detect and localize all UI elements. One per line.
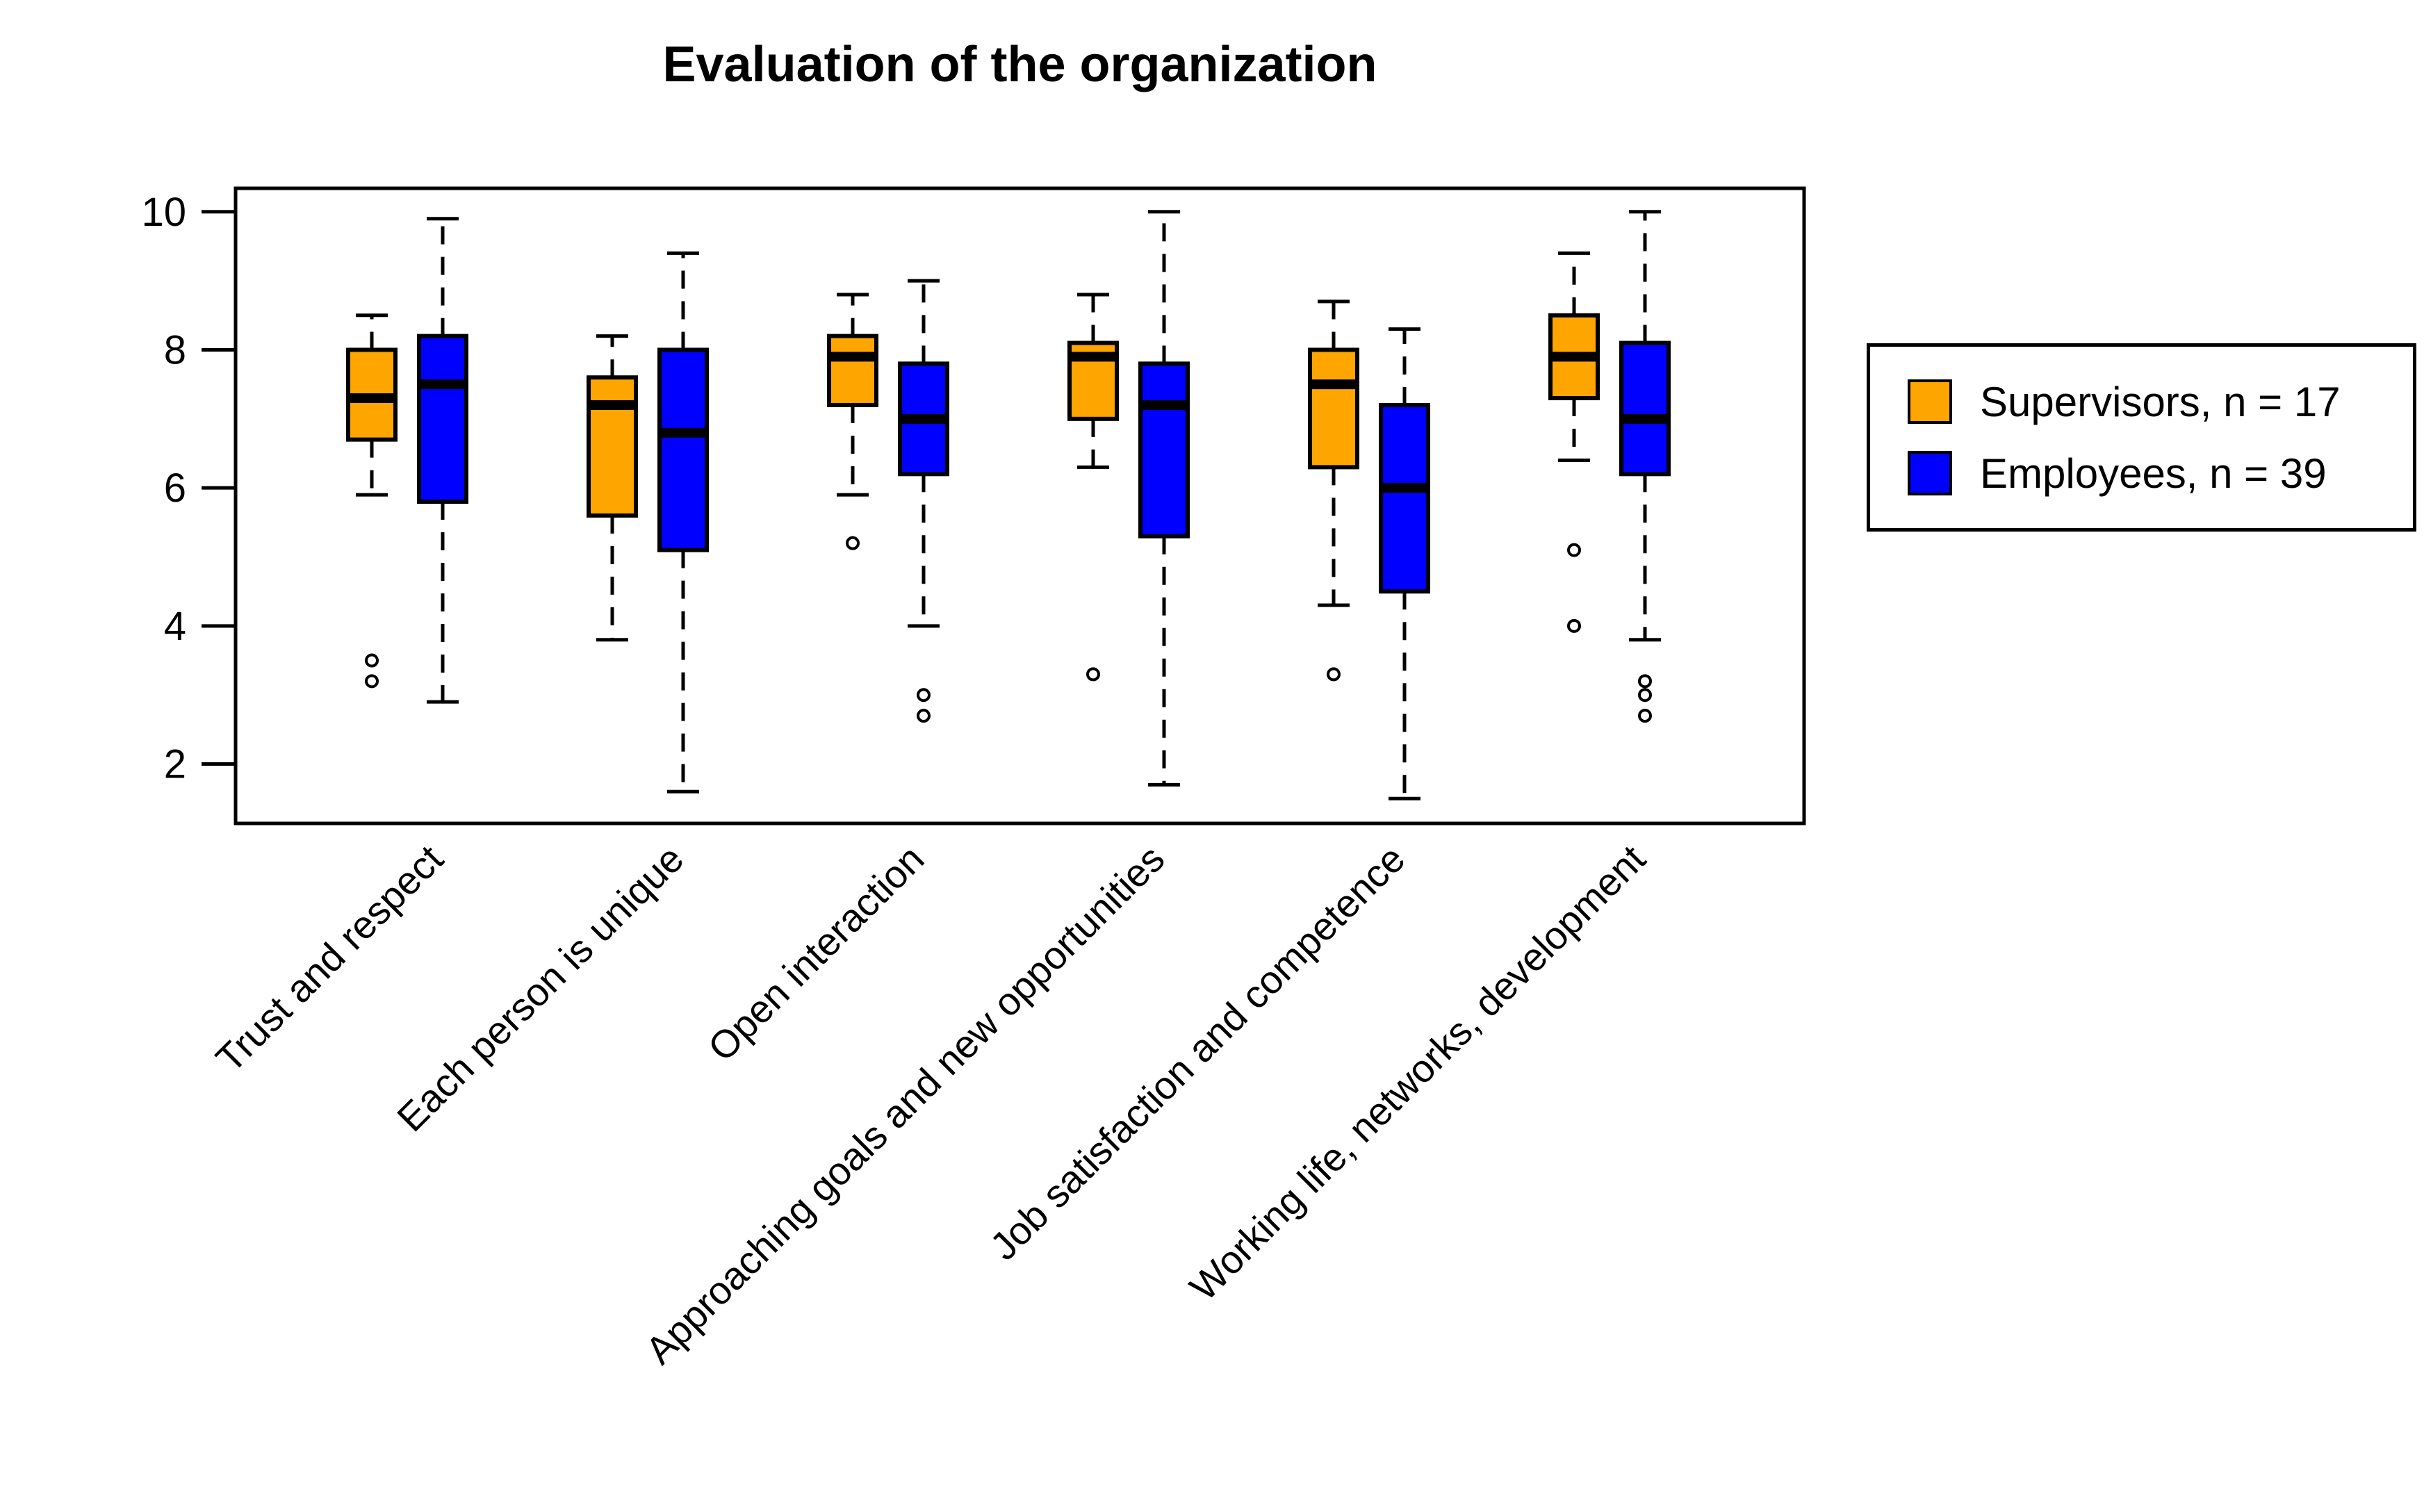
employees-3-box (1138, 361, 1190, 539)
supervisors-5-outlier (1567, 543, 1581, 557)
supervisors-4-box (1308, 347, 1359, 470)
supervisors-0-outlier (365, 653, 379, 668)
supervisors-0-outlier (365, 674, 379, 689)
category-label-5: Working life, networks, development (1181, 837, 1654, 1309)
category-label-0: Trust and respect (207, 837, 452, 1081)
y-tick-label: 6 (164, 466, 186, 511)
legend-box: Supervisors, n = 17 Employees, n = 39 (1867, 343, 2416, 532)
supervisors-4-outlier (1327, 667, 1341, 682)
supervisors-1-box (587, 375, 638, 518)
legend-swatch-employees-icon (1908, 451, 1952, 495)
chart-title: Evaluation of the organization (662, 37, 1377, 92)
supervisors-2-outlier (846, 536, 860, 550)
legend-label-supervisors: Supervisors, n = 17 (1980, 378, 2341, 425)
employees-4-box (1379, 402, 1430, 594)
y-tick-label: 4 (164, 604, 186, 649)
legend-item-employees: Employees, n = 39 (1908, 450, 2413, 498)
employees-5-box (1619, 340, 1671, 477)
employees-5-outlier (1638, 688, 1652, 702)
supervisors-5-outlier (1567, 618, 1581, 633)
employees-5-outlier (1638, 709, 1652, 723)
legend-swatch-supervisors-icon (1908, 379, 1952, 424)
supervisors-2-box (827, 334, 878, 407)
legend-label-employees: Employees, n = 39 (1980, 450, 2327, 497)
category-label-2: Open interaction (699, 837, 932, 1069)
legend-item-supervisors: Supervisors, n = 17 (1908, 378, 2413, 426)
y-tick-label: 10 (141, 190, 186, 235)
category-label-4: Job satisfaction and competence (981, 837, 1413, 1268)
y-tick-label: 2 (164, 742, 186, 787)
employees-1-box (657, 347, 709, 552)
employees-5-outlier (1638, 674, 1652, 689)
employees-2-outlier (917, 688, 931, 702)
supervisors-3-outlier (1086, 667, 1100, 682)
employees-0-box (417, 334, 468, 504)
category-label-3: Approaching goals and new opportunities (637, 837, 1172, 1372)
employees-2-outlier (917, 709, 931, 723)
plot-border (234, 186, 1806, 825)
y-tick-label: 8 (164, 327, 186, 372)
